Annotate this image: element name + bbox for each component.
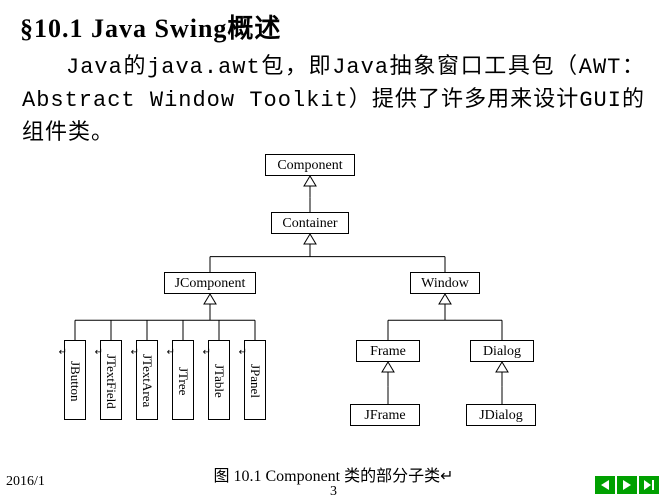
node-jtable: JTable bbox=[208, 340, 230, 420]
nav-next-button[interactable] bbox=[617, 476, 637, 494]
body-paragraph: Java的java.awt包，即Java抽象窗口工具包（AWT：Abstract… bbox=[0, 45, 667, 150]
nav-end-button[interactable] bbox=[639, 476, 659, 494]
node-jtree: JTree bbox=[172, 340, 194, 420]
figure-caption: 图 10.1 Component 类的部分子类↵ bbox=[0, 462, 667, 486]
node-frame: Frame bbox=[356, 340, 420, 362]
node-jtextarea: JTextArea bbox=[136, 340, 158, 420]
node-jdialog: JDialog bbox=[466, 404, 536, 426]
node-dialog: Dialog bbox=[470, 340, 534, 362]
triangle-right-bar-icon bbox=[642, 479, 656, 491]
node-container: Container bbox=[271, 212, 349, 234]
nav-prev-button[interactable] bbox=[595, 476, 615, 494]
node-component: Component bbox=[265, 154, 355, 176]
section-heading: §10.1 Java Swing概述 bbox=[0, 0, 667, 45]
node-jpanel: JPanel bbox=[244, 340, 266, 420]
node-jbutton: JButton bbox=[64, 340, 86, 420]
class-hierarchy-diagram: Component Container JComponent Window JButto… bbox=[60, 154, 620, 454]
triangle-left-icon bbox=[599, 479, 611, 491]
node-jtextfield: JTextField bbox=[100, 340, 122, 420]
node-jcomponent: JComponent bbox=[164, 272, 256, 294]
nav-buttons bbox=[595, 476, 659, 494]
page-number: 3 bbox=[0, 484, 667, 500]
node-window: Window bbox=[410, 272, 480, 294]
triangle-right-icon bbox=[621, 479, 633, 491]
node-jframe: JFrame bbox=[350, 404, 420, 426]
